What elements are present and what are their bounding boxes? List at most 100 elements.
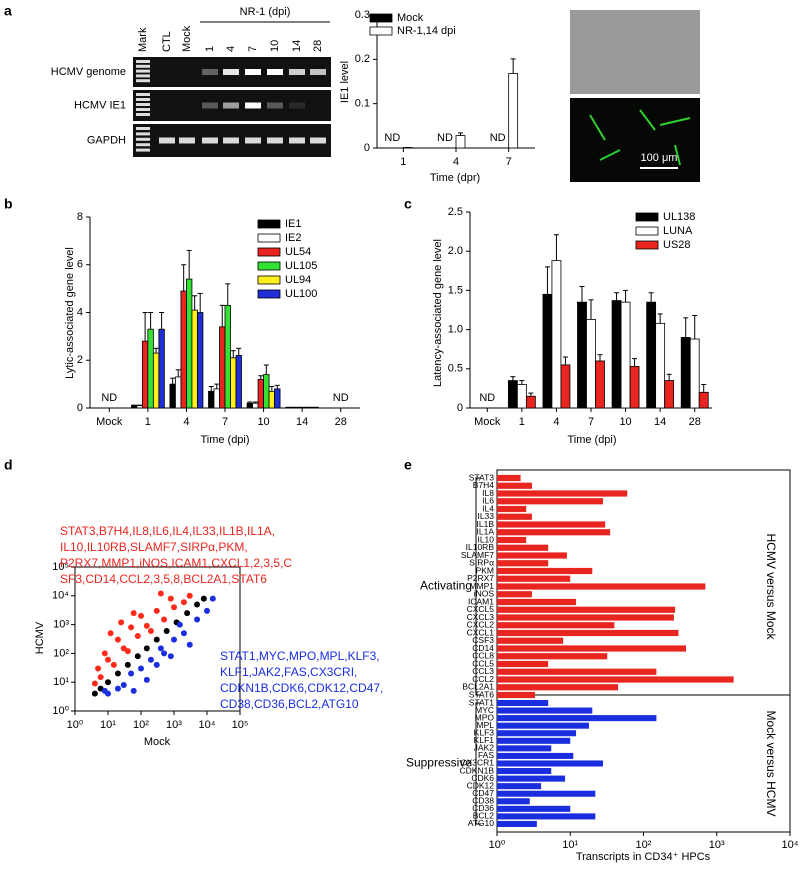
category-label: CCL2 (472, 674, 494, 684)
gene-list: SF3,CD14,CCL2,3,5,8,BCL2A1,STAT6 (60, 572, 267, 586)
point (209, 595, 216, 602)
point (176, 621, 183, 628)
gel-band (159, 137, 175, 144)
category-label: STAT6 (469, 689, 494, 699)
category-label: P2RX7 (467, 573, 494, 583)
bar (158, 328, 165, 409)
bar (230, 357, 237, 409)
x-axis-label: Time (dpi) (200, 434, 249, 446)
bar (497, 660, 549, 668)
bar (655, 322, 666, 409)
category-label: IL33 (477, 511, 494, 521)
bar (497, 622, 615, 629)
bar (252, 402, 259, 409)
category-label: STAT3 (469, 472, 494, 482)
bar (497, 760, 604, 767)
bar (497, 820, 537, 827)
legend-swatch (257, 233, 281, 243)
bar (646, 301, 657, 409)
point (200, 595, 207, 602)
bar (680, 337, 691, 409)
point (110, 661, 117, 668)
category-label: CD14 (472, 643, 494, 653)
point (157, 645, 164, 652)
category-label: iNOS (474, 589, 495, 599)
value-label: ND (437, 132, 453, 144)
y-tick-label: 0 (77, 402, 83, 414)
point (180, 599, 187, 606)
x-tick-label: 1 (145, 416, 151, 428)
point (153, 661, 160, 668)
y-axis-label: IE1 level (339, 61, 351, 103)
legend-label: UL94 (285, 274, 311, 286)
category-label: FAS (478, 750, 494, 760)
value-label: ND (333, 392, 349, 404)
bar (191, 309, 198, 409)
legend-swatch (257, 219, 281, 229)
category-label: CXCL1 (467, 627, 495, 637)
point (107, 630, 114, 637)
bar (246, 402, 253, 409)
category-label: CCL8 (472, 651, 494, 661)
x-tick-label: 10¹ (562, 839, 578, 851)
category-label: CCL5 (472, 658, 494, 668)
x-axis-label: Time (dpr) (430, 172, 480, 184)
brightfield-image (570, 10, 700, 94)
gel-band (267, 69, 283, 75)
x-tick-label: 4 (183, 416, 189, 428)
point (114, 685, 121, 692)
bar (542, 293, 553, 409)
value-label: ND (101, 392, 117, 404)
ladder-band (136, 113, 150, 116)
legend-label: UL100 (285, 288, 317, 300)
legend-swatch (635, 226, 659, 236)
point (171, 636, 177, 643)
gene-list: CD38,CD36,BCL2,ATG10 (220, 697, 359, 711)
point (114, 670, 121, 677)
bar (497, 567, 593, 575)
category-label: CD38 (472, 796, 494, 806)
bar (497, 653, 608, 660)
point (204, 607, 210, 614)
y-tick-label: 1.5 (448, 284, 463, 296)
y-tick-label: 10⁴ (52, 590, 69, 602)
category-label: CXCL3 (467, 612, 495, 622)
point (91, 690, 98, 697)
bar (497, 805, 571, 812)
bar (224, 304, 231, 409)
legend-label: LUNA (663, 225, 693, 237)
bar (611, 300, 622, 409)
bar (497, 668, 657, 675)
legend-label: NR-1,14 dpi (397, 25, 456, 37)
gene-list: IL10,IL10RB,SLAMF7,SIRPα,PKM, (60, 540, 248, 554)
x-tick-label: 7 (506, 156, 512, 168)
x-tick-label: 1 (519, 416, 525, 428)
bar (516, 384, 527, 409)
bar (497, 768, 552, 775)
ladder-band (136, 108, 150, 111)
category-label: KLF1 (474, 735, 495, 745)
lane-label: 7 (247, 46, 259, 52)
bar (197, 312, 204, 409)
bar (235, 355, 242, 409)
x-tick-label: 10⁴ (199, 719, 216, 731)
point (153, 636, 160, 643)
category-label: BCL2 (473, 811, 495, 821)
point (91, 680, 98, 687)
point (143, 622, 150, 629)
point (184, 610, 191, 617)
bar (497, 482, 532, 489)
gel-band (245, 137, 261, 144)
point (120, 681, 127, 688)
gel-band (202, 69, 218, 75)
bar (213, 388, 220, 409)
value-label: ND (490, 132, 506, 144)
x-tick-label: 10 (619, 416, 631, 428)
point (186, 641, 193, 648)
point (153, 607, 160, 614)
category-label: CD47 (472, 788, 494, 798)
lane-label: Mark (137, 27, 149, 52)
category-label: SIRPα (469, 558, 494, 568)
point (138, 665, 144, 672)
bar (497, 637, 564, 644)
